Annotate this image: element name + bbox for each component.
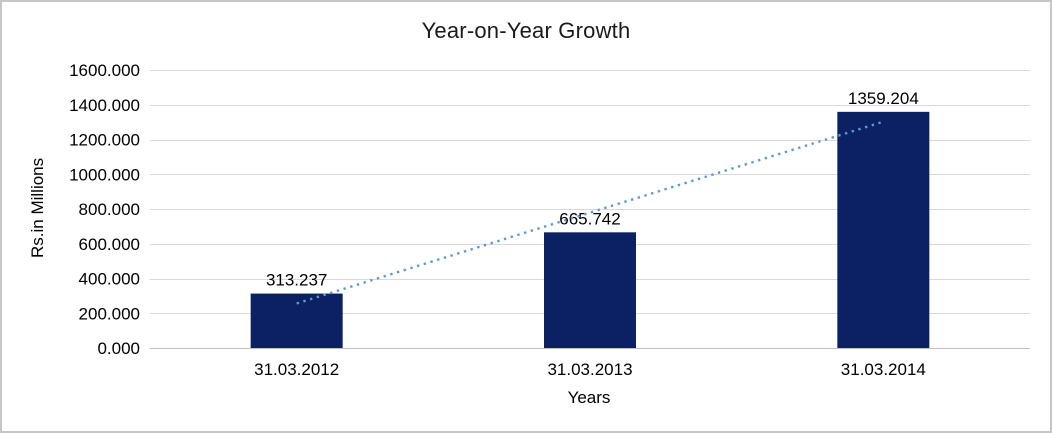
bar — [837, 111, 930, 348]
x-category-label: 31.03.2012 — [254, 360, 339, 379]
y-tick-label: 200.000 — [79, 304, 140, 323]
bar-data-label: 665.742 — [559, 209, 620, 228]
y-tick-label: 1200.000 — [69, 131, 140, 150]
x-category-label: 31.03.2014 — [841, 360, 926, 379]
y-tick-label: 1400.000 — [69, 96, 140, 115]
y-tick-label: 600.000 — [79, 235, 140, 254]
y-tick-label: 800.000 — [79, 200, 140, 219]
chart-title: Year-on-Year Growth — [421, 18, 631, 43]
x-category-label: 31.03.2013 — [547, 360, 632, 379]
y-tick-label: 1600.000 — [69, 61, 140, 80]
y-tick-label: 400.000 — [79, 270, 140, 289]
trendline — [296, 120, 884, 305]
y-tick-label: 1000.000 — [69, 165, 140, 184]
bar-data-label: 1359.204 — [848, 89, 919, 108]
bar-data-label: 313.237 — [266, 271, 327, 290]
y-tick-label: 0.000 — [97, 339, 140, 358]
bar — [544, 232, 636, 348]
bar — [250, 293, 343, 348]
x-axis-title: Years — [567, 388, 611, 407]
